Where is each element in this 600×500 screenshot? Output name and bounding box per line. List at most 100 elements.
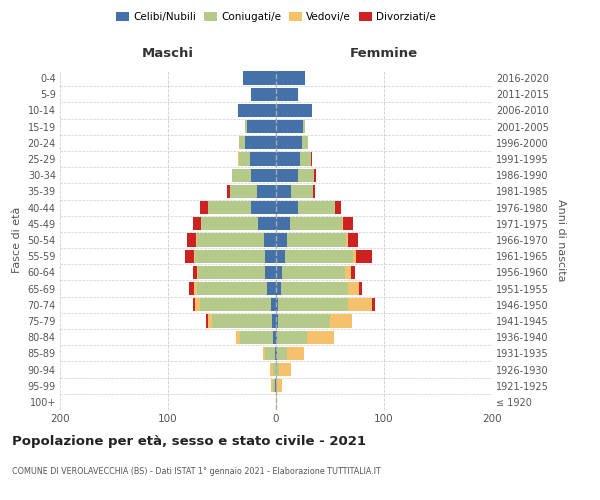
Bar <box>265 250 276 263</box>
Y-axis label: Anni di nascita: Anni di nascita <box>556 198 566 281</box>
Bar <box>275 379 276 392</box>
Bar <box>277 379 283 392</box>
Bar <box>278 298 349 312</box>
Bar <box>197 266 198 279</box>
Bar <box>242 72 276 85</box>
Bar <box>193 298 195 312</box>
Bar <box>197 282 268 295</box>
Bar <box>276 363 279 376</box>
Bar <box>277 346 287 360</box>
Bar <box>194 250 195 263</box>
Bar <box>250 152 276 166</box>
Bar <box>251 168 276 182</box>
Bar <box>349 282 359 295</box>
Bar <box>345 266 350 279</box>
Bar <box>276 234 287 246</box>
Bar <box>276 152 300 166</box>
Bar <box>276 217 290 230</box>
Bar <box>335 201 341 214</box>
Bar <box>298 168 314 182</box>
Bar <box>287 234 346 246</box>
Bar <box>238 152 239 166</box>
Bar <box>300 152 311 166</box>
Bar <box>196 234 197 246</box>
Bar <box>276 72 305 85</box>
Bar <box>343 217 353 230</box>
Bar <box>359 282 362 295</box>
Bar <box>263 346 265 360</box>
Bar <box>276 330 277 344</box>
Bar <box>276 168 298 182</box>
Bar <box>279 363 291 376</box>
Bar <box>284 250 353 263</box>
Bar <box>195 298 200 312</box>
Bar <box>239 152 250 166</box>
Bar <box>195 250 265 263</box>
Bar <box>271 298 276 312</box>
Bar <box>212 314 272 328</box>
Bar <box>185 250 194 263</box>
Bar <box>283 266 345 279</box>
Bar <box>273 379 275 392</box>
Bar <box>193 217 202 230</box>
Bar <box>247 120 276 134</box>
Bar <box>257 185 276 198</box>
Bar <box>349 298 372 312</box>
Bar <box>276 136 302 149</box>
Bar <box>349 234 358 246</box>
Bar <box>200 201 208 214</box>
Bar <box>276 250 284 263</box>
Bar <box>346 234 349 246</box>
Bar <box>275 346 276 360</box>
Bar <box>197 234 264 246</box>
Bar <box>198 266 265 279</box>
Bar <box>208 314 212 328</box>
Bar <box>276 88 298 101</box>
Bar <box>290 217 342 230</box>
Bar <box>202 217 257 230</box>
Bar <box>251 201 276 214</box>
Bar <box>239 136 245 149</box>
Bar <box>276 346 277 360</box>
Bar <box>313 185 315 198</box>
Bar <box>245 120 247 134</box>
Bar <box>276 104 311 117</box>
Bar <box>372 298 376 312</box>
Bar <box>276 185 291 198</box>
Bar <box>208 201 251 214</box>
Bar <box>269 363 273 376</box>
Bar <box>271 379 273 392</box>
Bar <box>276 282 281 295</box>
Bar <box>291 185 313 198</box>
Legend: Celibi/Nubili, Coniugati/e, Vedovi/e, Divorziati/e: Celibi/Nubili, Coniugati/e, Vedovi/e, Di… <box>112 8 440 26</box>
Text: Maschi: Maschi <box>142 48 194 60</box>
Bar <box>265 346 275 360</box>
Bar <box>342 217 343 230</box>
Bar <box>188 282 194 295</box>
Bar <box>303 120 305 134</box>
Bar <box>276 379 277 392</box>
Bar <box>276 298 278 312</box>
Bar <box>268 282 276 295</box>
Bar <box>238 104 276 117</box>
Bar <box>272 314 276 328</box>
Bar <box>277 330 307 344</box>
Bar <box>330 314 352 328</box>
Bar <box>232 168 251 182</box>
Bar <box>227 185 230 198</box>
Bar <box>314 168 316 182</box>
Y-axis label: Fasce di età: Fasce di età <box>12 207 22 273</box>
Bar <box>257 217 276 230</box>
Bar <box>206 314 208 328</box>
Bar <box>302 136 308 149</box>
Bar <box>273 363 276 376</box>
Bar <box>230 185 257 198</box>
Bar <box>287 346 304 360</box>
Text: Popolazione per età, sesso e stato civile - 2021: Popolazione per età, sesso e stato civil… <box>12 435 366 448</box>
Bar <box>264 234 276 246</box>
Bar <box>241 330 273 344</box>
Bar <box>251 88 276 101</box>
Bar <box>265 266 276 279</box>
Text: Femmine: Femmine <box>350 48 418 60</box>
Bar <box>276 396 277 408</box>
